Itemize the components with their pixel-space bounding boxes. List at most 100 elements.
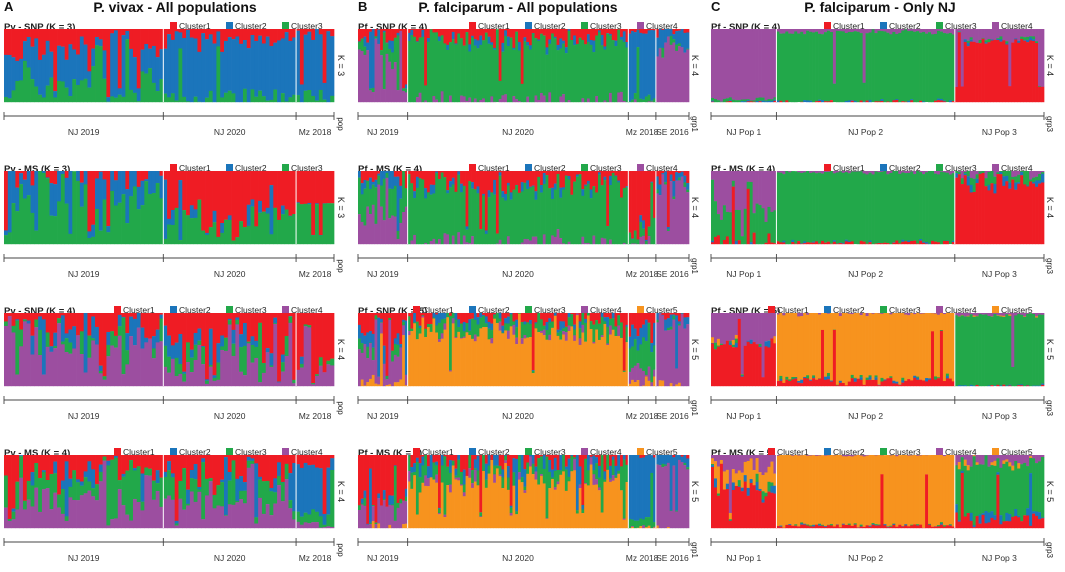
bar-segment-cluster4 [758,313,762,345]
legend-swatch-cluster4 [992,164,999,171]
bar-segment-cluster3 [363,46,367,56]
bar-segment-cluster4 [148,338,153,387]
bar-segment-cluster1 [639,171,643,216]
bar-segment-cluster1 [675,313,679,316]
bar-segment-cluster4 [922,29,926,33]
bar-segment-cluster1 [901,101,905,103]
bar-segment-cluster1 [471,29,475,36]
bar-segment-cluster1 [575,313,580,314]
bar-segment-cluster2 [725,483,730,490]
bar-segment-cluster4 [95,500,100,529]
bar-segment-cluster5 [925,313,929,379]
bar-segment-cluster3 [776,172,780,242]
bar-segment-cluster4 [457,477,461,481]
bar-segment-cluster1 [537,171,541,178]
bar-segment-cluster2 [862,101,866,103]
bar-segment-cluster1 [292,455,297,464]
bar-segment-cluster1 [432,455,436,463]
bar-segment-cluster3 [731,344,736,348]
bar-segment-cluster1 [758,101,762,103]
bar-segment-cluster4 [34,487,39,529]
bar-segment-cluster2 [76,54,81,86]
bar-segment-cluster3 [189,218,194,245]
bar-segment-cluster3 [809,525,813,527]
bar-segment-cluster1 [167,455,172,462]
bar-segment-cluster3 [265,480,270,505]
bar-segment-cluster1 [779,100,783,103]
bar-segment-cluster1 [468,313,472,320]
bar-segment-cluster3 [928,171,932,244]
bar-segment-cluster1 [53,171,58,185]
bar-segment-cluster5 [396,382,400,387]
bar-segment-cluster3 [812,524,816,526]
legend-label: Cluster2 [235,21,267,31]
bar-segment-cluster3 [785,171,789,245]
bar-segment-cluster2 [498,313,502,319]
bar-segment-cluster1 [889,526,893,529]
bar-segment-cluster1 [653,171,657,219]
bar-segment-cluster1 [189,313,194,350]
bar-segment-cluster2 [512,458,516,473]
bar-segment-cluster1 [526,29,530,43]
bar-segment-cluster4 [369,342,373,380]
bar-segment-cluster2 [284,32,289,102]
bar-segment-cluster4 [868,171,872,173]
bar-segment-cluster1 [189,29,194,38]
bar-segment-cluster1 [581,171,585,190]
bar-segment-cluster1 [987,42,991,103]
bar-segment-cluster5 [595,484,599,529]
bar-segment-cluster2 [377,29,381,45]
bar-segment-cluster4 [993,29,997,40]
bar-segment-cluster4 [661,57,665,103]
bar-segment-cluster4 [972,29,976,43]
bar-segment-cluster2 [186,29,191,102]
bar-segment-cluster3 [504,323,508,331]
bar-segment-cluster2 [812,241,816,243]
bar-segment-cluster1 [1014,189,1018,245]
bar-segment-cluster3 [675,510,679,512]
bar-segment-cluster1 [826,525,831,529]
bar-segment-cluster3 [57,80,62,103]
bar-segment-cluster4 [675,180,679,245]
bar-segment-cluster5 [889,314,893,377]
bar-segment-cluster3 [677,177,682,181]
bar-segment-cluster1 [170,455,176,474]
bar-segment-cluster3 [954,315,959,387]
bar-segment-cluster1 [114,171,119,181]
bar-segment-cluster3 [883,31,887,103]
bar-segment-cluster1 [838,243,843,245]
bar-segment-cluster1 [895,99,899,103]
bar-segment-cluster4 [197,344,202,387]
bar-segment-cluster3 [653,522,657,527]
bar-segment-cluster2 [57,45,62,82]
bar-segment-cluster3 [999,467,1003,516]
bar-segment-cluster2 [76,479,81,483]
bar-segment-cluster2 [227,318,232,321]
bar-segment-cluster1 [95,313,100,328]
bar-segment-cluster3 [803,172,807,242]
bar-segment-cluster2 [755,100,759,103]
bar-segment-cluster1 [595,455,599,458]
bar-segment-cluster2 [999,385,1003,387]
bar-segment-cluster1 [829,381,834,387]
bar-segment-cluster5 [600,512,604,529]
bar-segment-cluster1 [939,100,944,103]
bar-segment-cluster4 [913,171,917,175]
bar-segment-cluster3 [666,229,671,232]
bar-segment-cluster2 [625,41,629,48]
bar-segment-cluster2 [415,176,420,189]
bar-segment-cluster3 [719,219,724,245]
bar-segment-cluster1 [186,29,191,30]
bar-segment-cluster5 [868,455,872,526]
bar-segment-cluster3 [916,171,920,244]
bar-segment-cluster5 [517,479,522,529]
bar-segment-cluster4 [358,49,362,103]
bar-segment-cluster1 [761,502,765,529]
bar-segment-cluster4 [672,465,676,529]
bar-segment-cluster5 [609,334,613,387]
bar-segment-cluster2 [578,466,582,485]
bar-segment-cluster3 [68,96,73,103]
bar-segment-cluster2 [868,376,872,380]
bar-segment-cluster3 [201,346,206,365]
bar-segment-cluster4 [382,220,386,245]
